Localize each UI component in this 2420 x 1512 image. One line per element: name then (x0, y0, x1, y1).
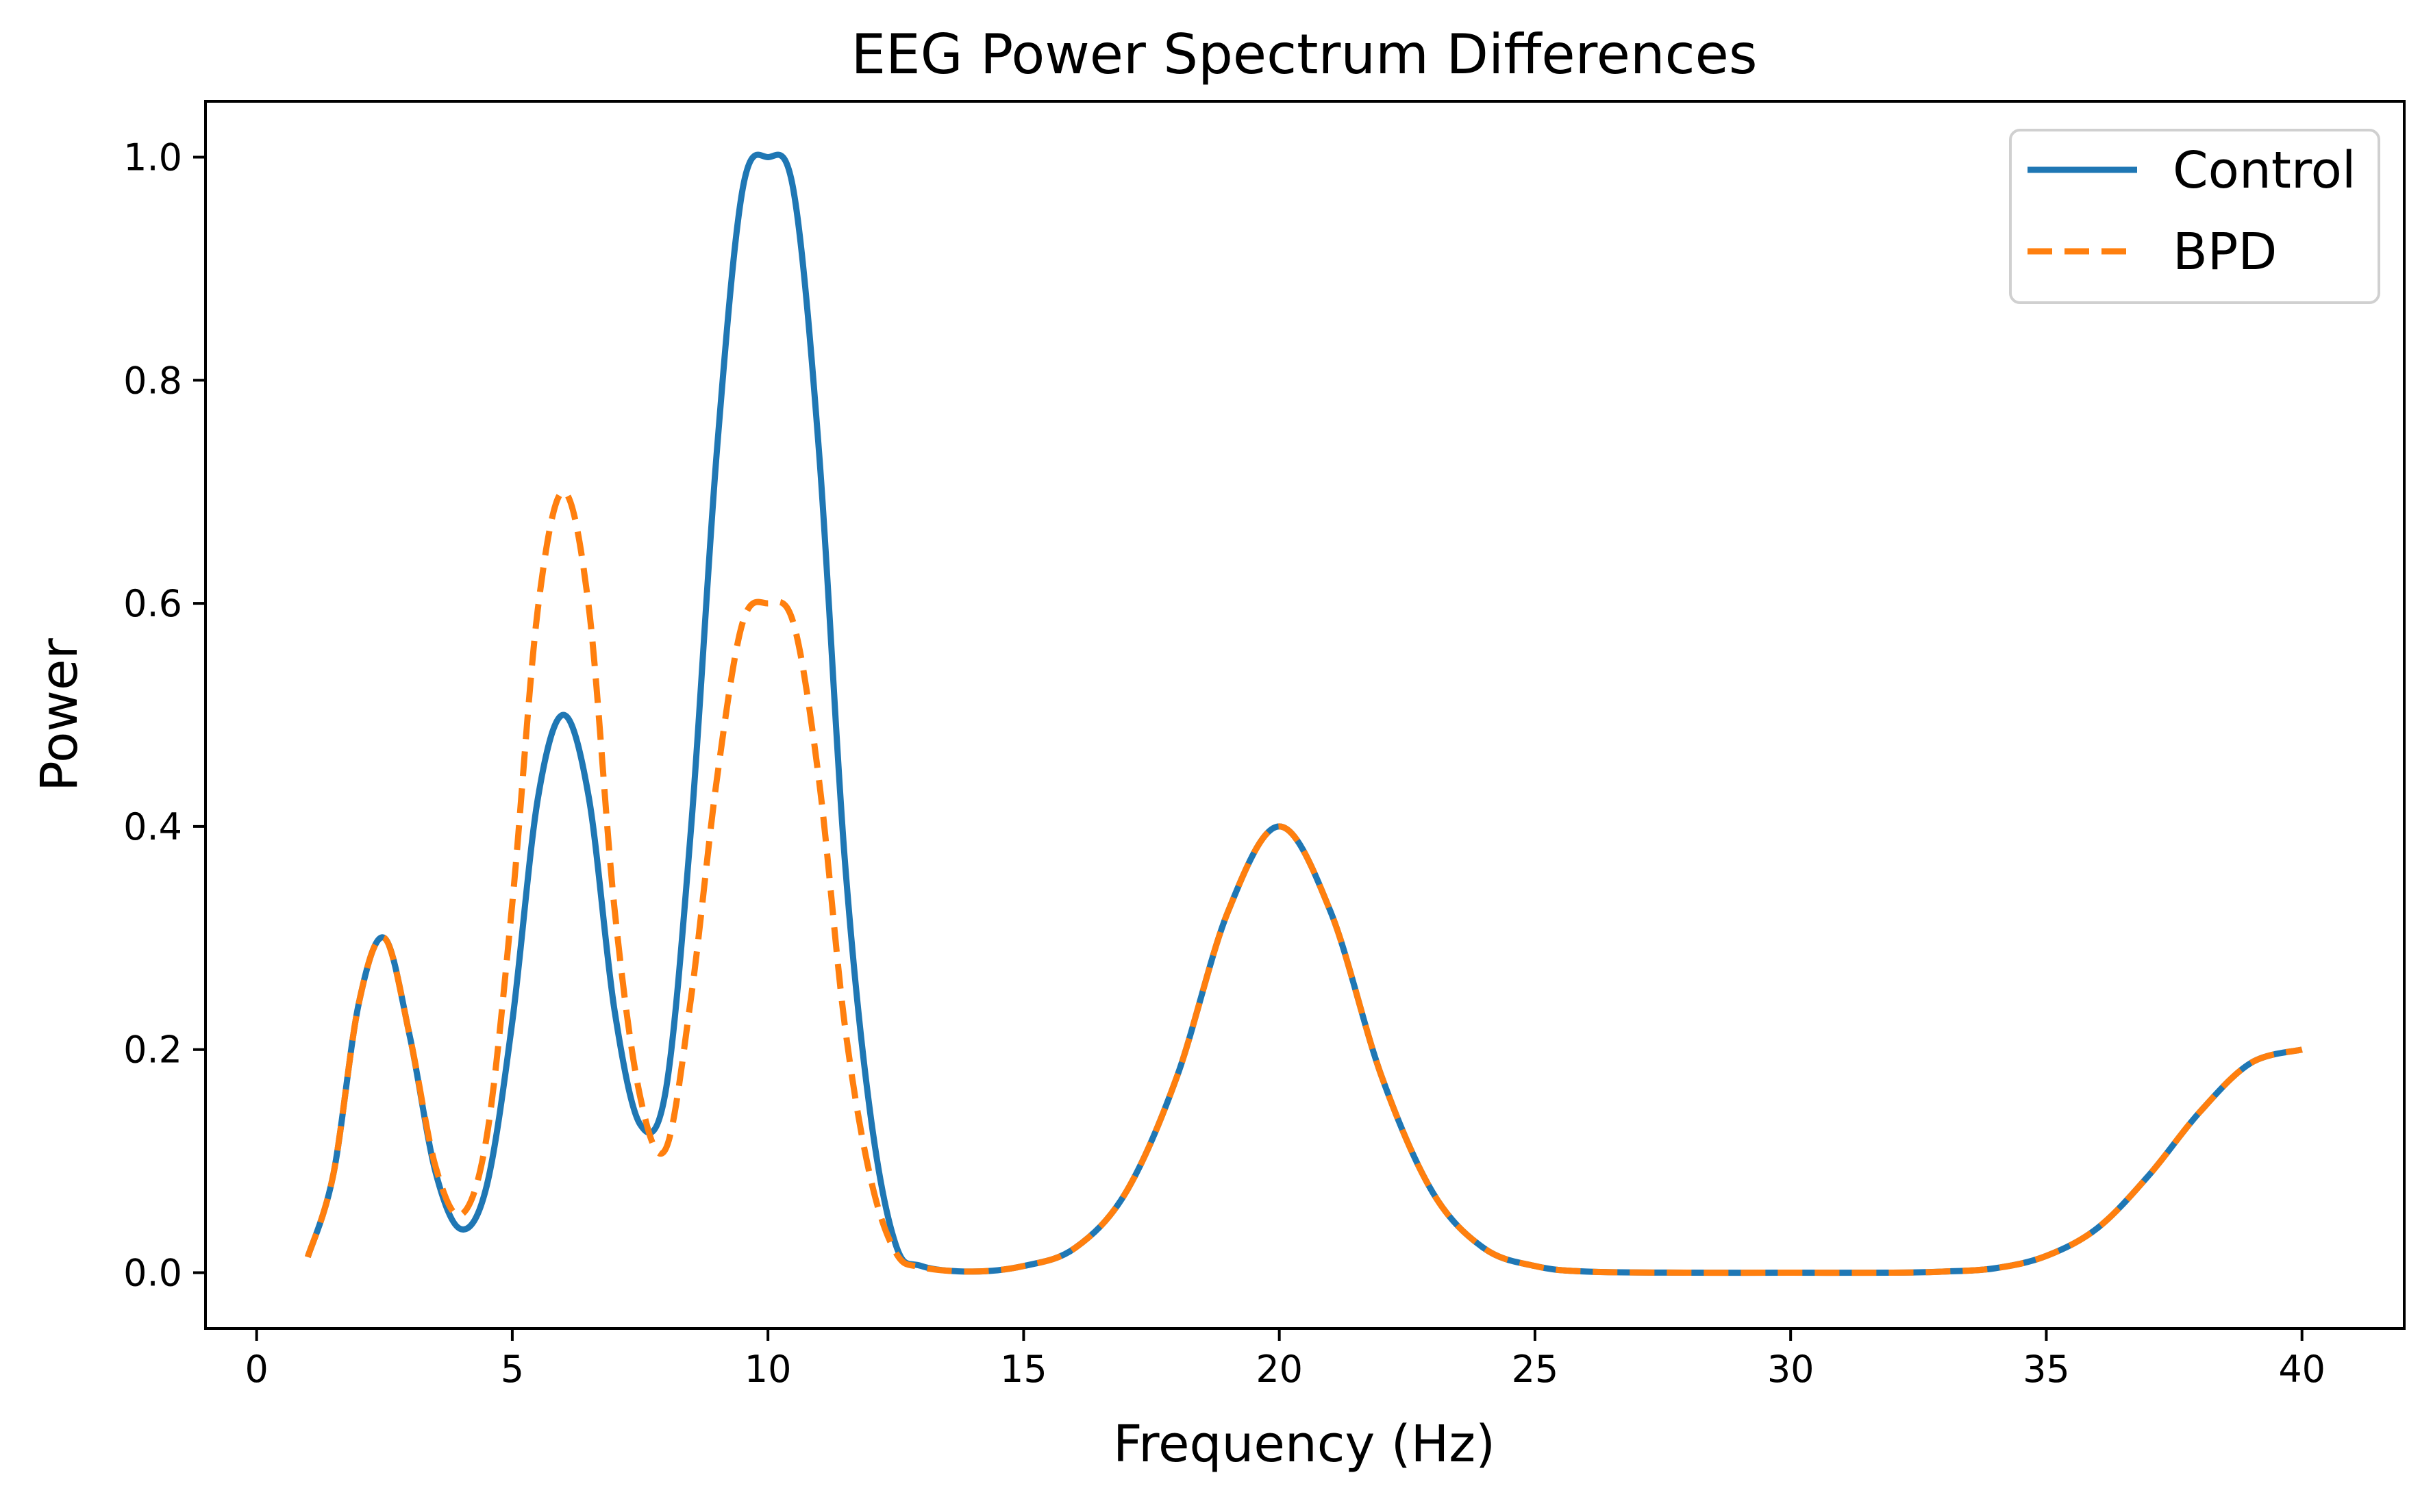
y-tick-label: 0.6 (123, 582, 182, 625)
legend-box (2009, 129, 2380, 304)
y-tick-label: 0.2 (123, 1029, 182, 1072)
legend-label-bpd: BPD (2173, 223, 2277, 281)
x-tick-label: 35 (2023, 1348, 2070, 1391)
x-tick-label: 10 (745, 1348, 792, 1391)
x-tick-label: 0 (245, 1348, 268, 1391)
y-tick-label: 0.0 (123, 1252, 182, 1295)
x-tick-label: 20 (1256, 1348, 1303, 1391)
y-axis-label: Power (30, 638, 89, 792)
y-tick-label: 0.8 (123, 359, 182, 402)
x-tick-label: 5 (501, 1348, 524, 1391)
x-tick-label: 30 (1767, 1348, 1814, 1391)
y-tick-label: 1.0 (123, 136, 182, 179)
series-line-bpd (305, 488, 2303, 1276)
x-tick-label: 40 (2278, 1348, 2325, 1391)
x-tick-label: 25 (1512, 1348, 1559, 1391)
x-axis-label: Frequency (Hz) (1113, 1415, 1495, 1474)
y-axis: 0.0 0.2 0.4 0.6 0.8 1.0 (123, 136, 205, 1295)
plot-area-frame (204, 100, 2406, 1330)
chart-title: EEG Power Spectrum Differences (851, 23, 1757, 86)
y-tick-label: 0.4 (123, 805, 182, 848)
x-tick-label: 15 (1000, 1348, 1047, 1391)
series-layer (305, 151, 2303, 1276)
legend: Control BPD (2009, 129, 2380, 304)
series-line-control (305, 151, 2303, 1276)
legend-label-control: Control (2173, 141, 2356, 200)
x-axis: 0 5 10 15 20 25 30 35 40 (245, 1328, 2325, 1391)
